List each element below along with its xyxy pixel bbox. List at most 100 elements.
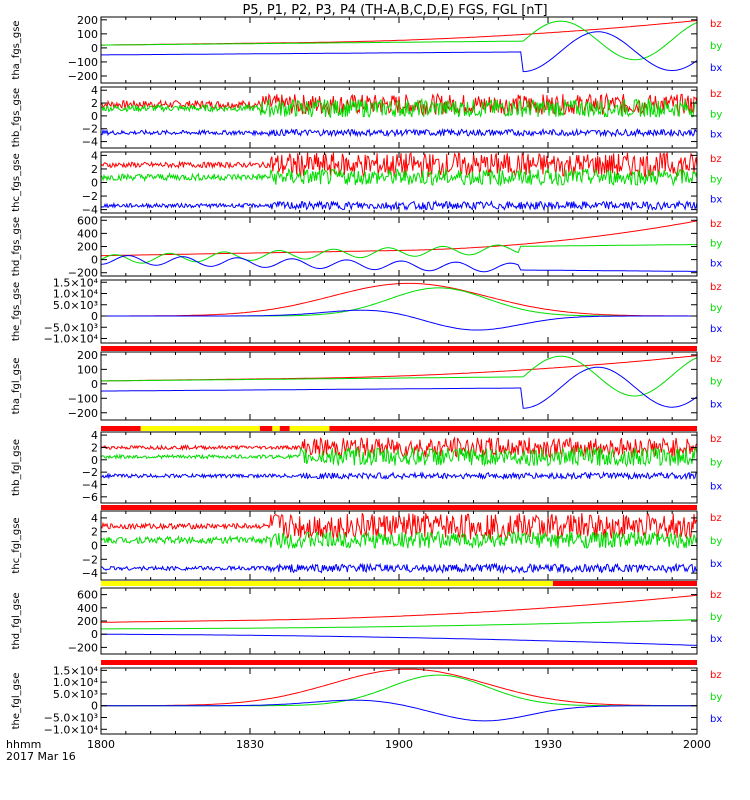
y-tick-label: 4 xyxy=(91,84,98,97)
y-tick-label: 2 xyxy=(91,163,98,176)
y-tick-label: −200 xyxy=(68,267,98,280)
y-tick-label: 2 xyxy=(91,526,98,539)
y-tick-label: 4 xyxy=(91,429,98,442)
legend-by: by xyxy=(710,41,722,52)
status-bar-segment xyxy=(279,426,290,431)
y-tick-label: 600 xyxy=(77,214,98,227)
series-by-line xyxy=(101,674,697,707)
y-tick-label: −2 xyxy=(82,466,98,479)
y-tick-label: −1.0×10⁴ xyxy=(44,723,99,736)
x-tick-label: 1900 xyxy=(385,738,413,751)
status-bar-segment xyxy=(289,426,330,431)
series-by-line xyxy=(101,619,697,630)
y-axis-label: thc_fgl_gse xyxy=(11,517,22,573)
series-by-line xyxy=(101,20,697,61)
legend-by: by xyxy=(710,458,722,469)
series-bz-line xyxy=(101,436,697,459)
legend-bz: bz xyxy=(710,590,722,601)
series-by-line xyxy=(101,167,697,187)
y-tick-label: −200 xyxy=(68,641,98,654)
series-bx-line xyxy=(101,309,697,331)
legend-by: by xyxy=(710,109,722,120)
legend-bx: bx xyxy=(710,559,722,570)
y-tick-label: 0 xyxy=(91,177,98,190)
y-tick-label: 1.5×10⁴ xyxy=(53,664,99,677)
y-tick-label: −200 xyxy=(68,407,98,420)
y-tick-label: 2 xyxy=(91,441,98,454)
legend-bx: bx xyxy=(710,324,722,335)
y-tick-label: 200 xyxy=(77,241,98,254)
y-tick-label: 200 xyxy=(77,14,98,27)
y-axis-label: tha_fgs_gse xyxy=(11,20,22,79)
y-axis-label: tha_fgl_gse xyxy=(11,358,22,415)
y-tick-label: −5.0×10³ xyxy=(44,712,98,725)
series-by-line xyxy=(101,530,697,550)
y-tick-label: −2 xyxy=(82,553,98,566)
status-bar-segment xyxy=(101,346,697,351)
status-bar-segment xyxy=(552,581,697,586)
y-tick-label: −4 xyxy=(82,478,98,491)
legend-bz: bz xyxy=(710,89,722,100)
y-tick-label: 0 xyxy=(91,254,98,267)
panel-thc_fgs_gse: 420−2−4 thc_fgs_gse bz by bx xyxy=(11,149,722,216)
series-bz-line xyxy=(101,282,697,317)
y-tick-label: 2 xyxy=(91,97,98,110)
x-tick-label: 2000 xyxy=(683,738,711,751)
y-tick-label: −4 xyxy=(82,136,98,149)
y-tick-label: −6 xyxy=(82,491,98,504)
x-tick-label: 1830 xyxy=(236,738,264,751)
series-by-line xyxy=(101,287,697,317)
series-by-line xyxy=(101,355,697,397)
series-bx-line xyxy=(101,199,697,212)
y-tick-label: −200 xyxy=(68,70,98,83)
y-tick-label: 1.5×10⁴ xyxy=(53,276,99,289)
series-bx-line xyxy=(101,470,697,481)
legend-bx: bx xyxy=(710,195,722,206)
y-tick-label: 400 xyxy=(77,227,98,240)
panel-thb_fgs_gse: 420−2−4 thb_fgs_gse bz by bx xyxy=(11,84,722,148)
y-axis-label: thb_fgl_gse xyxy=(11,439,22,496)
y-axis-label: thb_fgs_gse xyxy=(11,88,22,147)
legend-bz: bz xyxy=(710,513,722,524)
legend-bz: bz xyxy=(710,154,722,165)
panel-thb_fgl_gse: 420−2−4−6 thb_fgl_gse bz by bx xyxy=(11,429,722,504)
legend-bz: bz xyxy=(710,670,722,681)
legend-bx: bx xyxy=(710,258,722,269)
y-tick-label: −2 xyxy=(82,123,98,136)
series-by-line xyxy=(101,97,697,119)
legend-by: by xyxy=(710,536,722,547)
status-bar-segment xyxy=(140,426,260,431)
y-tick-label: 600 xyxy=(77,589,98,602)
y-tick-label: 1.0×10⁴ xyxy=(53,288,99,301)
y-tick-label: 0 xyxy=(91,628,98,641)
x-axis-label: hhmm xyxy=(6,738,41,751)
series-by-line xyxy=(101,244,697,264)
panel-frame xyxy=(100,16,698,84)
status-bar-segment xyxy=(259,426,273,431)
series-bz-line xyxy=(101,152,697,179)
y-tick-label: 200 xyxy=(77,615,98,628)
y-tick-label: 400 xyxy=(77,602,98,615)
legend-bx: bx xyxy=(710,130,722,141)
series-bx-line xyxy=(101,127,697,138)
panel-frame xyxy=(100,279,698,344)
y-axis-label: thc_fgs_gse xyxy=(11,153,22,212)
status-bar-group xyxy=(101,346,697,665)
y-axis-label: thd_fgl_gse xyxy=(11,593,22,650)
legend-bx: bx xyxy=(710,714,722,725)
status-bar-segment xyxy=(329,426,697,431)
y-tick-label: −1.0×10⁴ xyxy=(44,333,99,346)
panel-frame xyxy=(100,667,698,735)
legend-bx: bx xyxy=(710,399,722,410)
legend-bx: bx xyxy=(710,634,722,645)
y-tick-label: −4 xyxy=(82,567,98,580)
panel-thc_fgl_gse: 420−2−4 thc_fgl_gse bz by bx xyxy=(11,510,722,581)
status-bar-segment xyxy=(101,426,141,431)
status-bar-segment xyxy=(101,581,553,586)
y-axis-label: the_fgs_gse xyxy=(11,282,22,341)
y-axis-label: the_fgl_gse xyxy=(11,673,22,730)
